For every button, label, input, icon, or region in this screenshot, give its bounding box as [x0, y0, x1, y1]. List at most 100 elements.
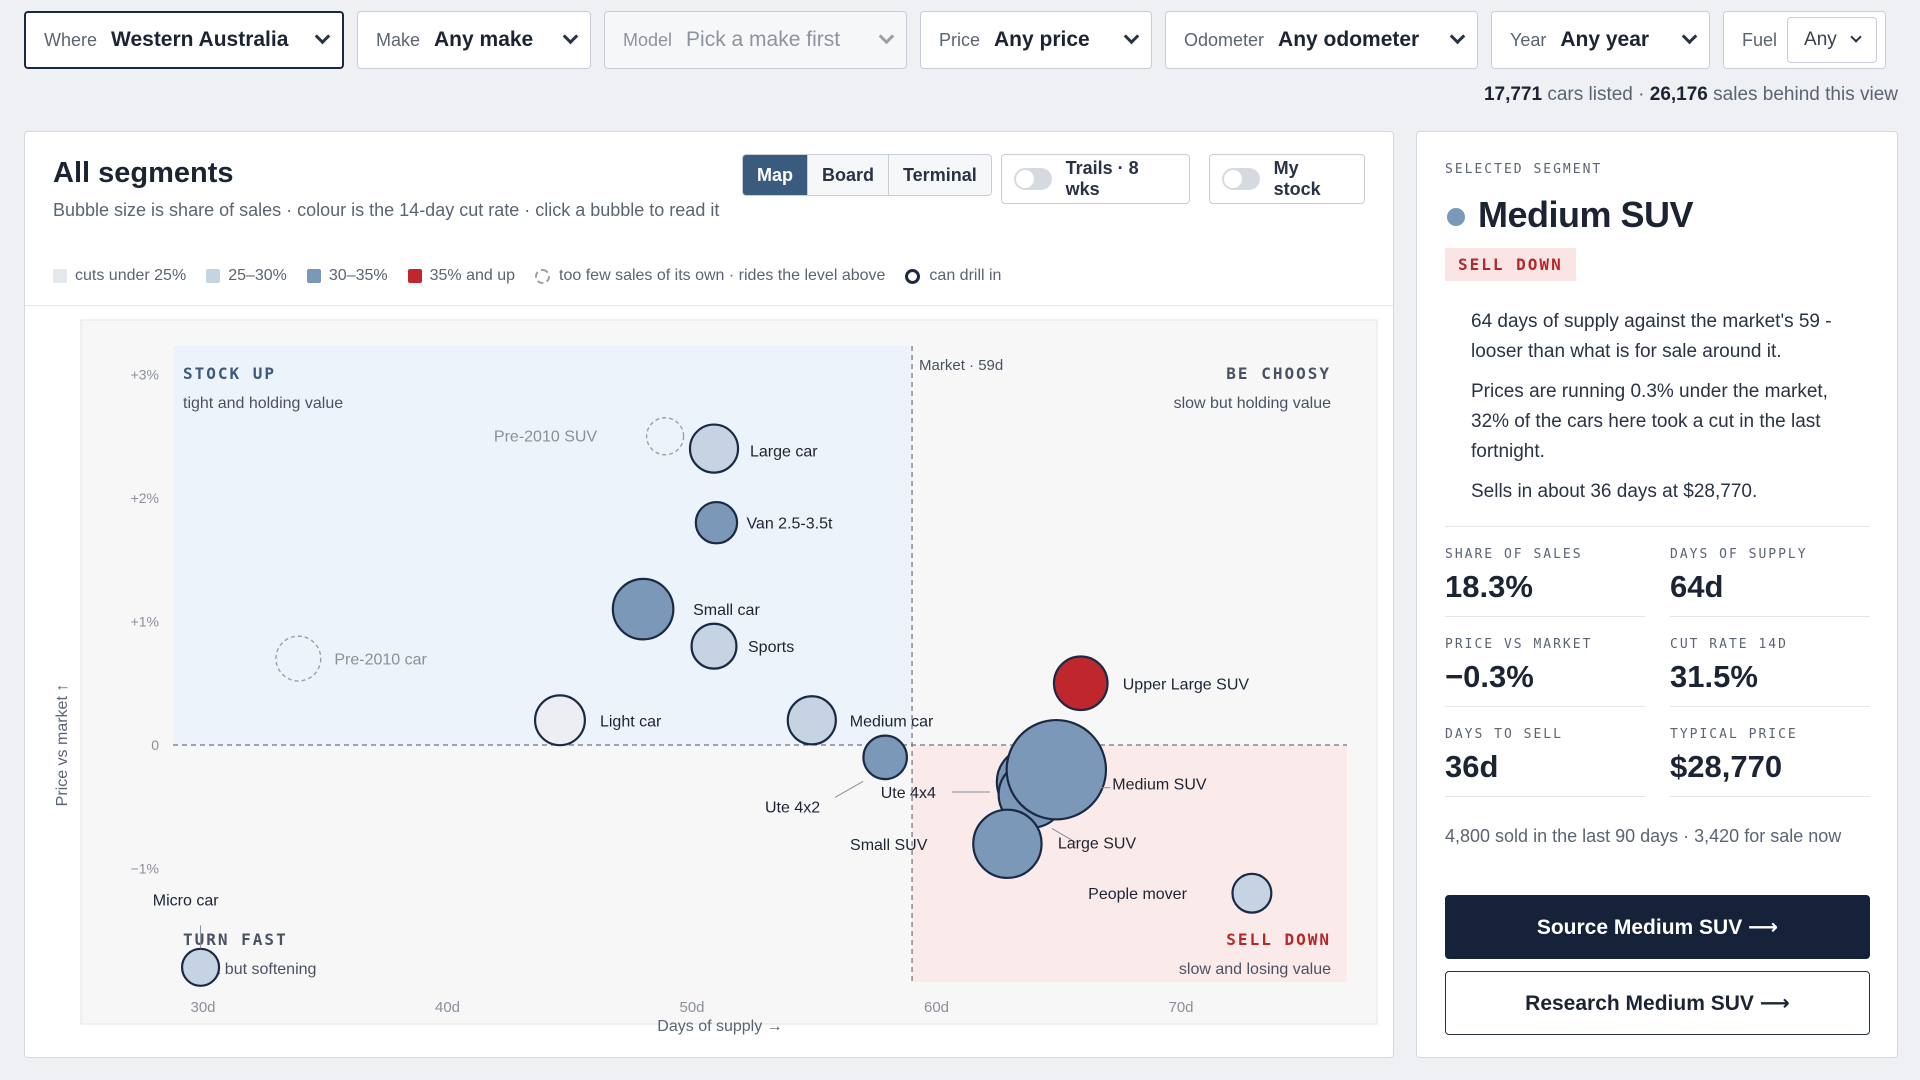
stat-share-of-sales: SHARE OF SALES 18.3%: [1445, 527, 1645, 617]
x-tick-label: 40d: [435, 999, 460, 1016]
chevron-down-icon: [314, 28, 331, 45]
legend-label: 30–35%: [328, 267, 388, 284]
segment-bubble[interactable]: [180, 947, 221, 987]
segment-bubble[interactable]: [1231, 872, 1273, 914]
legend-label: too few sales of its own · rides the lev…: [559, 267, 886, 284]
panel-title: All segments: [53, 157, 234, 189]
stat-value: 18.3%: [1445, 569, 1533, 604]
cars-text: cars listed ·: [1542, 84, 1650, 105]
legend-item: can drill in: [905, 267, 1001, 285]
segment-bubble[interactable]: [1005, 718, 1108, 821]
segment-bubble[interactable]: [688, 423, 740, 474]
trails-toggle[interactable]: Trails · 8 wks: [1001, 154, 1190, 204]
tab-board[interactable]: Board: [807, 155, 889, 195]
legend-item: cuts under 25%: [53, 267, 186, 285]
year-label: Year: [1510, 29, 1547, 50]
stat-value: 31.5%: [1670, 659, 1758, 694]
legend-swatch: [306, 269, 321, 283]
make-filter[interactable]: Make Any make: [357, 11, 591, 69]
selected-segment-kicker: SELECTED SEGMENT: [1445, 162, 1603, 177]
segment-stats: SHARE OF SALES 18.3% DAYS OF SUPPLY 64d PR…: [1445, 526, 1870, 797]
legend-label: can drill in: [929, 267, 1002, 284]
odometer-value: Any odometer: [1278, 28, 1420, 51]
x-tick-label: 50d: [679, 999, 704, 1016]
stat-key: CUT RATE 14D: [1670, 637, 1788, 652]
stat-value: $28,770: [1670, 749, 1783, 784]
segment-bubble[interactable]: [1052, 655, 1109, 712]
stat-value: −0.3%: [1445, 659, 1534, 694]
y-tick-label: +3%: [131, 367, 159, 383]
research-segment-button[interactable]: Research Medium SUV ⟶: [1445, 971, 1870, 1035]
sales-text: sales behind this view: [1707, 84, 1898, 105]
segment-bubble-label: Large car: [750, 444, 818, 461]
description-sell: Sells in about 36 days at $28,770.: [1471, 481, 1758, 502]
make-label: Make: [376, 29, 421, 50]
price-filter[interactable]: Price Any price: [920, 11, 1152, 69]
odometer-filter[interactable]: Odometer Any odometer: [1165, 11, 1478, 69]
segment-bubble[interactable]: [972, 808, 1043, 880]
year-filter[interactable]: Year Any year: [1491, 11, 1710, 69]
my-stock-toggle[interactable]: My stock: [1209, 154, 1365, 204]
fuel-select[interactable]: Any: [1787, 17, 1877, 63]
quadrant-name: SELL DOWN: [1226, 930, 1331, 949]
stat-cut-rate: CUT RATE 14D 31.5%: [1670, 617, 1870, 707]
segment-bubble-label: Pre-2010 car: [334, 652, 427, 669]
y-tick-label: +1%: [131, 614, 159, 630]
segment-bubble[interactable]: [645, 417, 685, 456]
where-label: Where: [44, 29, 98, 50]
segment-bubble-label: Medium car: [850, 713, 934, 730]
my-stock-label: My stock: [1273, 158, 1321, 199]
year-value: Any year: [1560, 28, 1650, 51]
segment-bubble-label: People mover: [1088, 886, 1187, 903]
stat-key: PRICE VS MARKET: [1445, 637, 1593, 652]
chevron-down-icon: [562, 28, 579, 45]
tab-terminal[interactable]: Terminal: [888, 155, 991, 195]
segment-bubble[interactable]: [533, 694, 586, 747]
trails-label: Trails · 8 wks: [1065, 158, 1139, 199]
toggle-switch-icon: [1014, 168, 1052, 190]
segment-bubble-label: Small SUV: [850, 837, 928, 854]
segment-bubble-label: Ute 4x4: [881, 785, 936, 802]
sales-count: 26,176: [1649, 84, 1708, 105]
model-value: Pick a make first: [686, 28, 841, 51]
market-line-label: Market · 59d: [919, 357, 1003, 374]
model-filter[interactable]: Model Pick a make first: [604, 11, 907, 69]
chevron-down-icon: [1123, 28, 1140, 45]
segment-bubble[interactable]: [694, 500, 739, 545]
tab-map[interactable]: Map: [743, 155, 807, 195]
sales-footnote: 4,800 sold in the last 90 days · 3,420 f…: [1445, 826, 1842, 846]
price-value: Any price: [994, 28, 1090, 51]
segment-bubble[interactable]: [275, 635, 322, 682]
quadrant-name: BE CHOOSY: [1226, 364, 1331, 383]
segment-description: 64 days of supply against the market's 5…: [1471, 307, 1871, 517]
y-tick-label: −1%: [131, 861, 159, 877]
chart-legend: cuts under 25% 25–30% 30–35% 35% and up …: [53, 267, 1021, 285]
quadrant-description: slow and losing value: [1179, 961, 1331, 978]
segment-bubble-label: Sports: [748, 639, 794, 656]
legend-swatch: [53, 269, 67, 283]
description-price: Prices are running 0.3% under the market…: [1471, 381, 1828, 462]
segment-bubble[interactable]: [611, 577, 675, 641]
divider: [25, 305, 1393, 306]
segment-bubble-chart: Market · 59d +3% +2% +1% 0 −1% 30d 40d 50d 60d 70d…: [55, 319, 1378, 1035]
dashed-circle-icon: [535, 268, 551, 284]
legend-item: too few sales of its own · rides the lev…: [535, 267, 885, 285]
model-label: Model: [623, 29, 673, 50]
segment-bubble[interactable]: [862, 734, 909, 781]
legend-label: 25–30%: [228, 267, 287, 284]
segment-bubble[interactable]: [690, 622, 738, 670]
stat-days-to-sell: DAYS TO SELL 36d: [1445, 707, 1645, 797]
y-axis-label: Price vs market ↑: [55, 684, 71, 807]
segment-bubble[interactable]: [786, 695, 837, 746]
where-filter[interactable]: Where Western Australia: [24, 11, 344, 69]
chevron-down-icon: [1850, 31, 1862, 43]
quadrant-name: STOCK UP: [183, 364, 276, 383]
source-segment-button[interactable]: Source Medium SUV ⟶: [1445, 895, 1870, 959]
stat-value: 64d: [1670, 569, 1724, 604]
price-label: Price: [939, 29, 981, 50]
x-tick-label: 70d: [1168, 999, 1193, 1016]
quadrant-name: TURN FAST: [183, 930, 288, 949]
odometer-label: Odometer: [1184, 29, 1265, 50]
stat-value: 36d: [1445, 749, 1499, 784]
description-supply: 64 days of supply against the market's 5…: [1471, 311, 1832, 362]
